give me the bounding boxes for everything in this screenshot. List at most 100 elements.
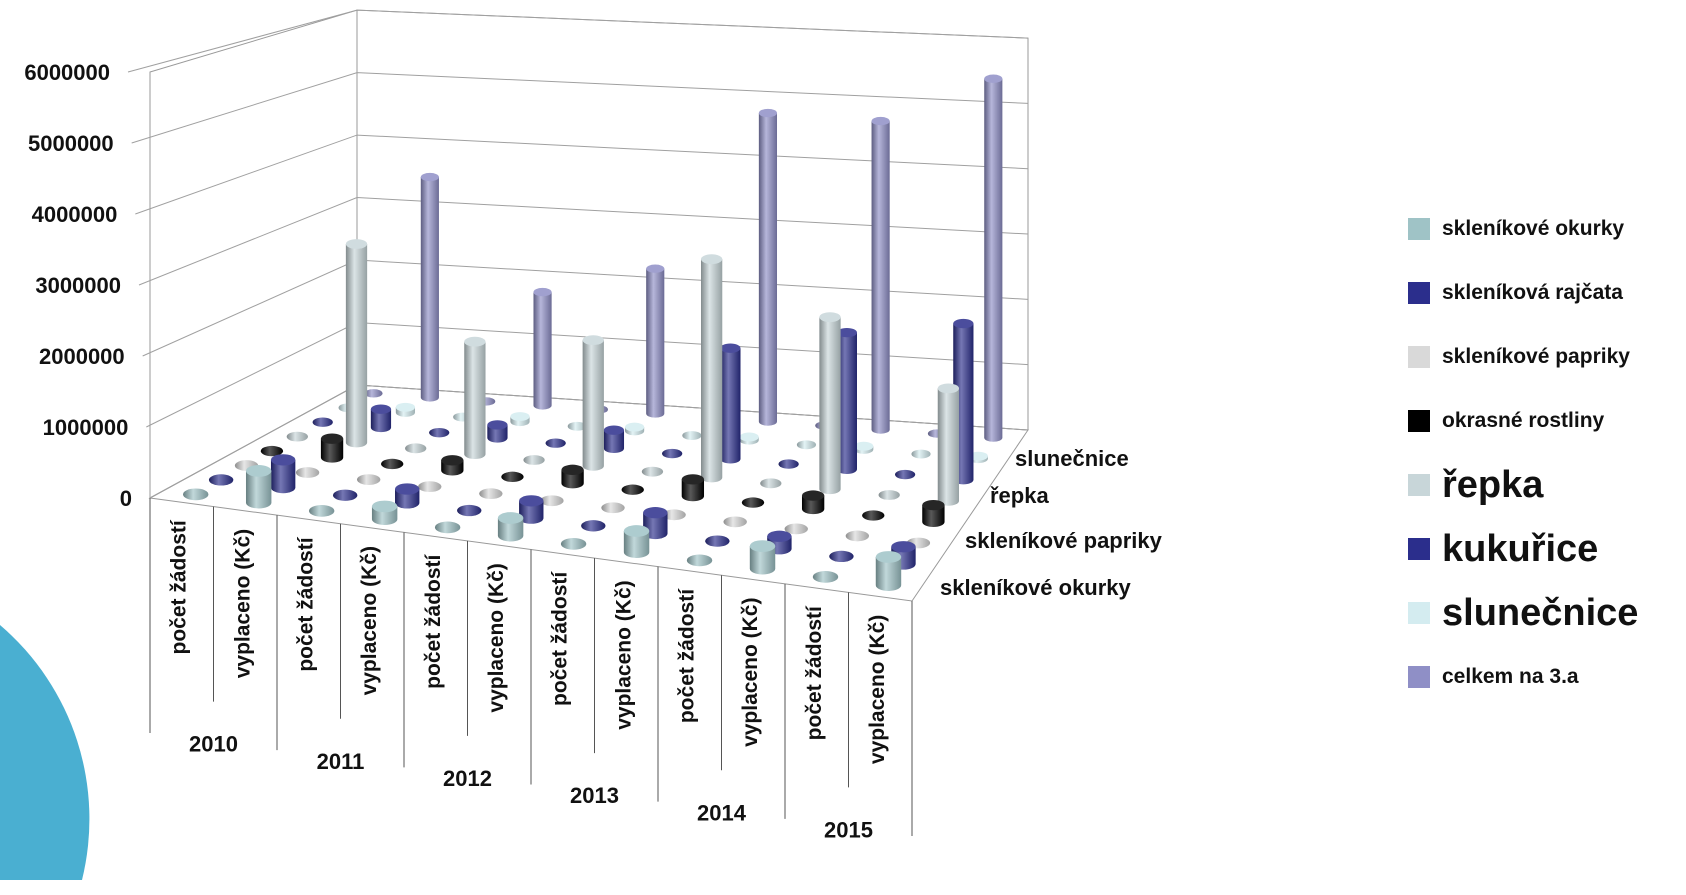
cylinder-zero-disc xyxy=(686,554,713,567)
cylinder-bar xyxy=(705,535,730,547)
cylinder-bar xyxy=(245,465,272,509)
cylinder-bar xyxy=(984,74,1003,442)
legend-item: okrasné rostliny xyxy=(1408,402,1683,440)
legend-label: skleníkové papriky xyxy=(1442,345,1630,368)
x-year-label: 2011 xyxy=(317,749,365,774)
depth-axis-label: skleníkové okurky xyxy=(940,575,1132,600)
cylinder-bar xyxy=(758,108,778,426)
legend-swatch xyxy=(1408,410,1430,432)
cylinder-bar xyxy=(739,432,759,445)
x-year-label: 2015 xyxy=(824,817,873,842)
cylinder-bar xyxy=(533,287,552,410)
cylinder-bar xyxy=(862,510,885,521)
cylinder-zero-disc xyxy=(760,478,782,489)
x-category-label: počet žádostí xyxy=(422,553,445,688)
cylinder-zero-disc xyxy=(723,516,747,528)
legend-swatch xyxy=(1408,346,1430,368)
cylinder-bar xyxy=(723,516,747,528)
cylinder-bar xyxy=(510,412,530,427)
cylinder-bar xyxy=(836,327,857,474)
cylinder-bar xyxy=(260,445,284,457)
chart-legend: skleníkové okurky skleníková rajčata sklen… xyxy=(1408,210,1683,722)
cylinder-zero-disc xyxy=(705,535,730,547)
cylinder-bar xyxy=(295,467,320,478)
cylinder-zero-disc xyxy=(845,530,870,542)
cylinder-zero-disc xyxy=(784,523,808,535)
cylinder-bar xyxy=(364,389,383,398)
cylinder-zero-disc xyxy=(501,471,524,482)
cylinder-bar xyxy=(479,488,503,500)
cylinder-bar xyxy=(371,500,398,525)
x-category-label: vyplaceno (Kč) xyxy=(739,598,762,747)
cylinder-zero-disc xyxy=(601,502,625,514)
cylinder-zero-disc xyxy=(682,431,702,440)
cylinder-bar xyxy=(845,530,870,542)
cylinder-bar xyxy=(320,433,344,463)
cylinder-bar xyxy=(968,451,988,464)
cylinder-bar xyxy=(646,264,665,418)
cylinder-zero-disc xyxy=(308,504,335,517)
cylinder-zero-disc xyxy=(479,488,503,500)
cylinder-bar xyxy=(895,469,916,480)
cylinder-bar xyxy=(208,474,234,486)
cylinder-bar xyxy=(487,420,508,443)
cylinder-bar xyxy=(937,383,960,506)
cylinder-bar xyxy=(624,422,645,436)
x-axis-categories: počet žádostí vyplaceno (Kč) počet žádostí… xyxy=(149,498,913,836)
cylinder-zero-disc xyxy=(418,481,442,493)
cylinder-bar xyxy=(497,512,524,542)
cylinder-zero-disc xyxy=(332,489,358,501)
cylinder-bar xyxy=(405,443,427,454)
cylinder-zero-disc xyxy=(560,537,587,550)
y-tick-label: 1000000 xyxy=(43,415,129,440)
cylinder-bar xyxy=(582,335,604,471)
legend-label: okrasné rostliny xyxy=(1442,409,1605,432)
cylinder-bar xyxy=(662,509,686,521)
cylinders xyxy=(183,74,1003,591)
cylinder-bar xyxy=(345,239,368,448)
legend-item: skleníková rajčata xyxy=(1408,274,1683,312)
cylinder-zero-disc xyxy=(357,474,381,485)
cylinder-bar xyxy=(418,481,442,493)
cylinder-bar xyxy=(395,483,420,509)
cylinder-bar xyxy=(686,554,713,567)
cylinder-bar xyxy=(286,431,308,442)
legend-label: řepka xyxy=(1442,463,1544,506)
cylinder-bar xyxy=(911,449,931,459)
cylinder-zero-disc xyxy=(286,431,308,442)
cylinder-bar xyxy=(875,551,902,591)
legend-label: skleníková rajčata xyxy=(1442,281,1623,304)
y-tick-label: 5000000 xyxy=(28,131,114,156)
legend-label: celkem na 3.a xyxy=(1442,665,1579,688)
x-category-label: počet žádostí xyxy=(295,536,318,671)
x-year-label: 2012 xyxy=(443,766,492,791)
y-tick-label: 0 xyxy=(120,486,132,511)
cylinder-bar xyxy=(819,312,841,495)
legend-label: skleníkové okurky xyxy=(1442,217,1625,240)
cylinder-bar xyxy=(871,116,890,434)
cylinder-bar xyxy=(621,484,644,495)
x-category-label: vyplaceno (Kč) xyxy=(485,563,508,712)
cylinder-bar xyxy=(357,474,381,485)
cylinder-zero-disc xyxy=(434,521,461,534)
gridline xyxy=(135,134,1029,215)
cylinder-bar xyxy=(270,454,296,494)
cylinder-bar xyxy=(778,459,799,469)
x-year-label: 2013 xyxy=(570,783,619,808)
cylinder-zero-disc xyxy=(796,440,817,450)
cylinder-bar xyxy=(796,440,817,450)
cylinder-zero-disc xyxy=(878,490,900,500)
cylinder-zero-disc xyxy=(429,428,450,438)
cylinder-bar xyxy=(501,471,524,482)
cylinder-bar xyxy=(749,540,776,575)
cylinder-bar xyxy=(561,464,584,489)
cylinder-bar xyxy=(784,523,808,535)
cylinder-bar xyxy=(829,550,854,563)
cylinder-bar xyxy=(681,474,705,502)
cylinder-bar xyxy=(395,402,416,417)
x-category-label: počet žádostí xyxy=(676,588,699,723)
legend-item: celkem na 3.a xyxy=(1408,658,1683,696)
cylinder-bar xyxy=(623,525,650,558)
cylinder-zero-disc xyxy=(540,495,564,507)
